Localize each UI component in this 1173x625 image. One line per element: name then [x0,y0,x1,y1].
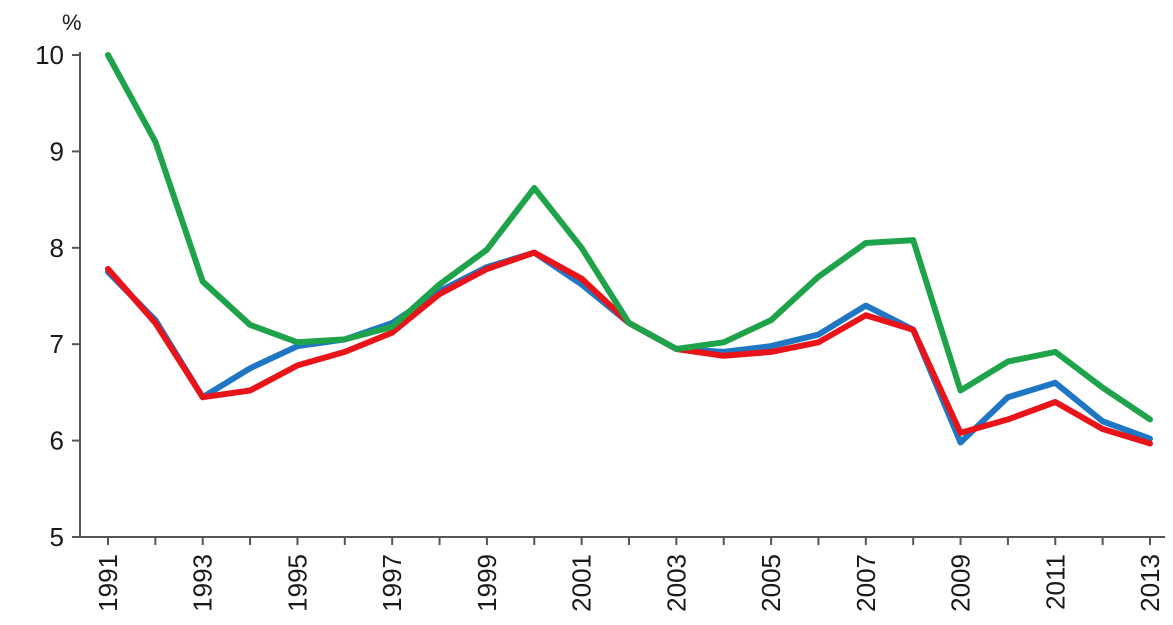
y-tick-label: 6 [50,426,64,456]
y-axis-ticks: 5 6 7 8 9 10 [35,40,80,552]
x-tick-label: 1991 [93,554,123,612]
x-tick-label: 2011 [1040,554,1070,610]
y-tick-label: 10 [35,40,64,70]
x-tick-label: 2007 [851,554,881,612]
series-line-1 [105,249,1153,446]
series-lines [105,52,1153,447]
y-tick-label: 5 [50,522,64,552]
x-tick-label: 1997 [377,554,407,612]
y-tick-label: 8 [50,233,64,263]
x-tick-label: 1999 [472,554,502,612]
series-line-3 [105,52,1153,423]
x-tick-label: 2003 [661,554,691,612]
x-tick-label: 2013 [1135,554,1165,612]
x-tick-label: 1993 [188,554,218,612]
y-unit-label: % [62,10,82,35]
x-tick-label: 2009 [946,554,976,612]
x-tick-label: 1995 [282,554,312,612]
x-axis-ticks: 1991 1993 1995 1997 1999 2001 2003 2005 2007 2009… [93,537,1165,612]
x-tick-label: 2001 [567,554,597,612]
y-tick-label: 9 [50,136,64,166]
y-tick-label: 7 [50,329,64,359]
x-tick-label: 2005 [756,554,786,612]
